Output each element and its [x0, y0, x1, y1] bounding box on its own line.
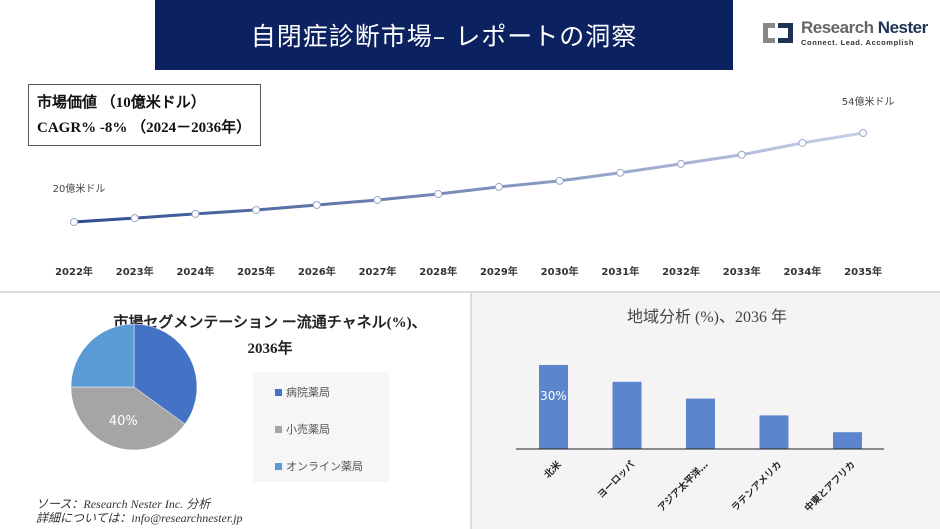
x-tick-label: 2022年: [55, 265, 93, 278]
legend-swatch: [275, 388, 282, 396]
x-tick-label: 2034年: [783, 265, 821, 278]
x-tick-label: 2032年: [662, 265, 700, 278]
data-point: [70, 218, 78, 226]
legend-swatch: [275, 425, 282, 433]
x-tick-label: ヨーロッパ: [595, 458, 637, 500]
x-tick-label: 2031年: [601, 265, 639, 278]
legend-label: オンライン薬局: [286, 460, 363, 473]
data-point: [494, 182, 503, 191]
market-value-label: 市場価値 （10億米ドル）: [37, 95, 206, 111]
data-point: [616, 168, 625, 177]
data-point: [434, 189, 443, 198]
data-point: [373, 196, 382, 205]
data-point: [798, 138, 807, 147]
market-growth-line-chart: 2022年 2023年 2024年 2025年 2026年 2027年 2028年 2029年…: [53, 95, 895, 278]
x-tick-label: 北米: [542, 458, 564, 480]
x-tick-label: 2025年: [237, 265, 275, 278]
x-tick-label: 2030年: [541, 265, 579, 278]
pie-slice: [70, 386, 186, 451]
source-note: ソース：Research Nester Inc. 分析 詳細については：info…: [36, 497, 243, 525]
series-line: [73, 131, 864, 224]
regional-panel: 地域分析 (%)、2036 年 30% 北米 ヨーロッパ アジア太平洋… ラテンアメリカ…: [470, 293, 940, 529]
bar-data-label: 30%: [540, 389, 567, 403]
x-tick-label: 2028年: [419, 265, 457, 278]
value-annotation: 20億米ドル: [53, 182, 106, 195]
legend-item: 病院薬局: [275, 384, 330, 400]
x-tick-label: 2029年: [480, 265, 518, 278]
x-tick-label: 2023年: [116, 265, 154, 278]
legend-label: 小売薬局: [286, 423, 330, 436]
logo-tagline: Connect. Lead. Accomplish: [801, 38, 915, 47]
legend-swatch: [275, 462, 282, 470]
x-tick-label: 中東とアフリカ: [802, 459, 858, 515]
cagr-label: CAGR% -8% （2024－2036年）: [37, 120, 252, 136]
pie-data-label: 40%: [109, 414, 138, 429]
report-title: 自閉症診断市場– レポートの洞察: [250, 22, 638, 51]
x-tick-label: 2024年: [176, 265, 214, 278]
data-point: [252, 205, 261, 214]
value-annotation: 54億米ドル: [842, 95, 895, 108]
source-line: ソース：Research Nester Inc. 分析: [36, 497, 211, 511]
pie-slice: [70, 323, 135, 388]
research-nester-logo: Research Nester Connect. Lead. Accomplis…: [760, 18, 928, 47]
x-tick-label: 2026年: [298, 265, 336, 278]
bar: [539, 365, 568, 449]
contact-line: 詳細については：info@researchnester.jp: [36, 511, 243, 525]
legend-label: 病院薬局: [286, 386, 330, 399]
data-point: [130, 214, 139, 223]
report-title-banner: 自閉症診断市場– レポートの洞察: [155, 0, 733, 70]
x-tick-label: アジア太平洋…: [655, 459, 710, 514]
x-tick-label: ラテンアメリカ: [730, 459, 784, 513]
pie-title-line1: 市場セグメンテーション ー流通チャネル(%)、: [113, 315, 427, 331]
data-point: [191, 209, 200, 218]
x-tick-label: 2035年: [844, 265, 882, 278]
bar: [612, 381, 642, 449]
data-point: [555, 176, 564, 185]
pie-title: 市場セグメンテーション ー流通チャネル(%)、 2036年: [90, 310, 450, 362]
data-point: [737, 150, 746, 159]
section-divider: [0, 291, 940, 293]
data-point: [312, 200, 321, 209]
regional-bar-chart: 30% 北米 ヨーロッパ アジア太平洋… ラテンアメリカ 中東とアフリカ: [516, 365, 884, 515]
data-point: [859, 129, 868, 137]
bar: [759, 415, 789, 449]
bar: [686, 398, 715, 449]
bar: [833, 432, 862, 449]
logo-name-2: Nester: [877, 18, 928, 37]
x-tick-label: 2033年: [723, 265, 761, 278]
pie-title-line2: 2036年: [247, 341, 293, 357]
legend-item: 小売薬局: [275, 421, 330, 437]
data-point: [677, 159, 685, 168]
logo-mark-icon: [760, 19, 796, 47]
bar-title: 地域分析 (%)、2036 年: [627, 309, 787, 326]
legend-item: オンライン薬局: [275, 458, 363, 474]
kpi-box: 市場価値 （10億米ドル） CAGR% -8% （2024－2036年）: [28, 84, 261, 146]
pie-legend: 病院薬局小売薬局オンライン薬局: [253, 372, 389, 482]
x-tick-label: 2027年: [359, 265, 397, 278]
distribution-channel-pie-chart: 40%: [70, 323, 198, 451]
logo-name-1: Research: [801, 18, 874, 37]
pie-slice: [133, 323, 198, 425]
